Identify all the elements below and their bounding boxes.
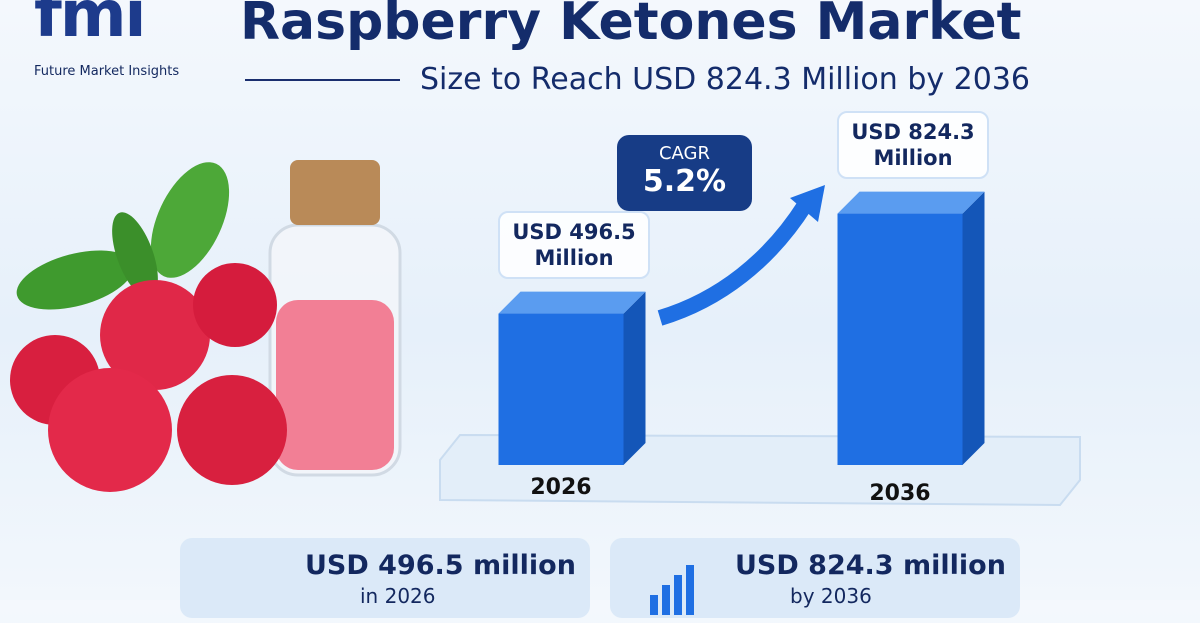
- logo: fmi: [34, 0, 146, 52]
- arrow-head: [790, 185, 825, 222]
- summary-card: USD 824.3 million by 2036: [610, 538, 1020, 618]
- value-label: USD 496.5 Million: [498, 210, 650, 280]
- card-note: in 2026: [360, 584, 436, 608]
- bar-top: [837, 191, 985, 214]
- bar-top: [498, 291, 646, 314]
- growth-arrow: [657, 200, 812, 326]
- card-icon: [650, 565, 694, 615]
- rule: [245, 79, 400, 81]
- card-value: USD 496.5 million: [305, 550, 576, 581]
- title: Raspberry Ketones Market: [240, 0, 1022, 52]
- x-tick-label: 2036: [869, 481, 931, 506]
- scene: [10, 160, 1081, 600]
- cagr-label: CAGR: [658, 143, 711, 164]
- value-label: USD 824.3 Million: [837, 110, 989, 180]
- bar: [837, 213, 963, 465]
- bar-side: [623, 291, 646, 465]
- summary-card: USD 496.5 million in 2026: [180, 538, 590, 618]
- bar: [498, 313, 624, 465]
- subtitle: Size to Reach USD 824.3 Million by 2036: [420, 62, 1031, 97]
- card-note: by 2036: [790, 584, 872, 608]
- cagr-value: 5.2%: [642, 164, 727, 199]
- card-value: USD 824.3 million: [735, 550, 1006, 581]
- bar-side: [962, 191, 985, 465]
- x-tick-label: 2026: [530, 475, 592, 500]
- raspberry-illustration: [10, 160, 402, 492]
- cagr-badge: CAGR 5.2%: [617, 135, 752, 211]
- brand: Future Market Insights: [34, 64, 180, 79]
